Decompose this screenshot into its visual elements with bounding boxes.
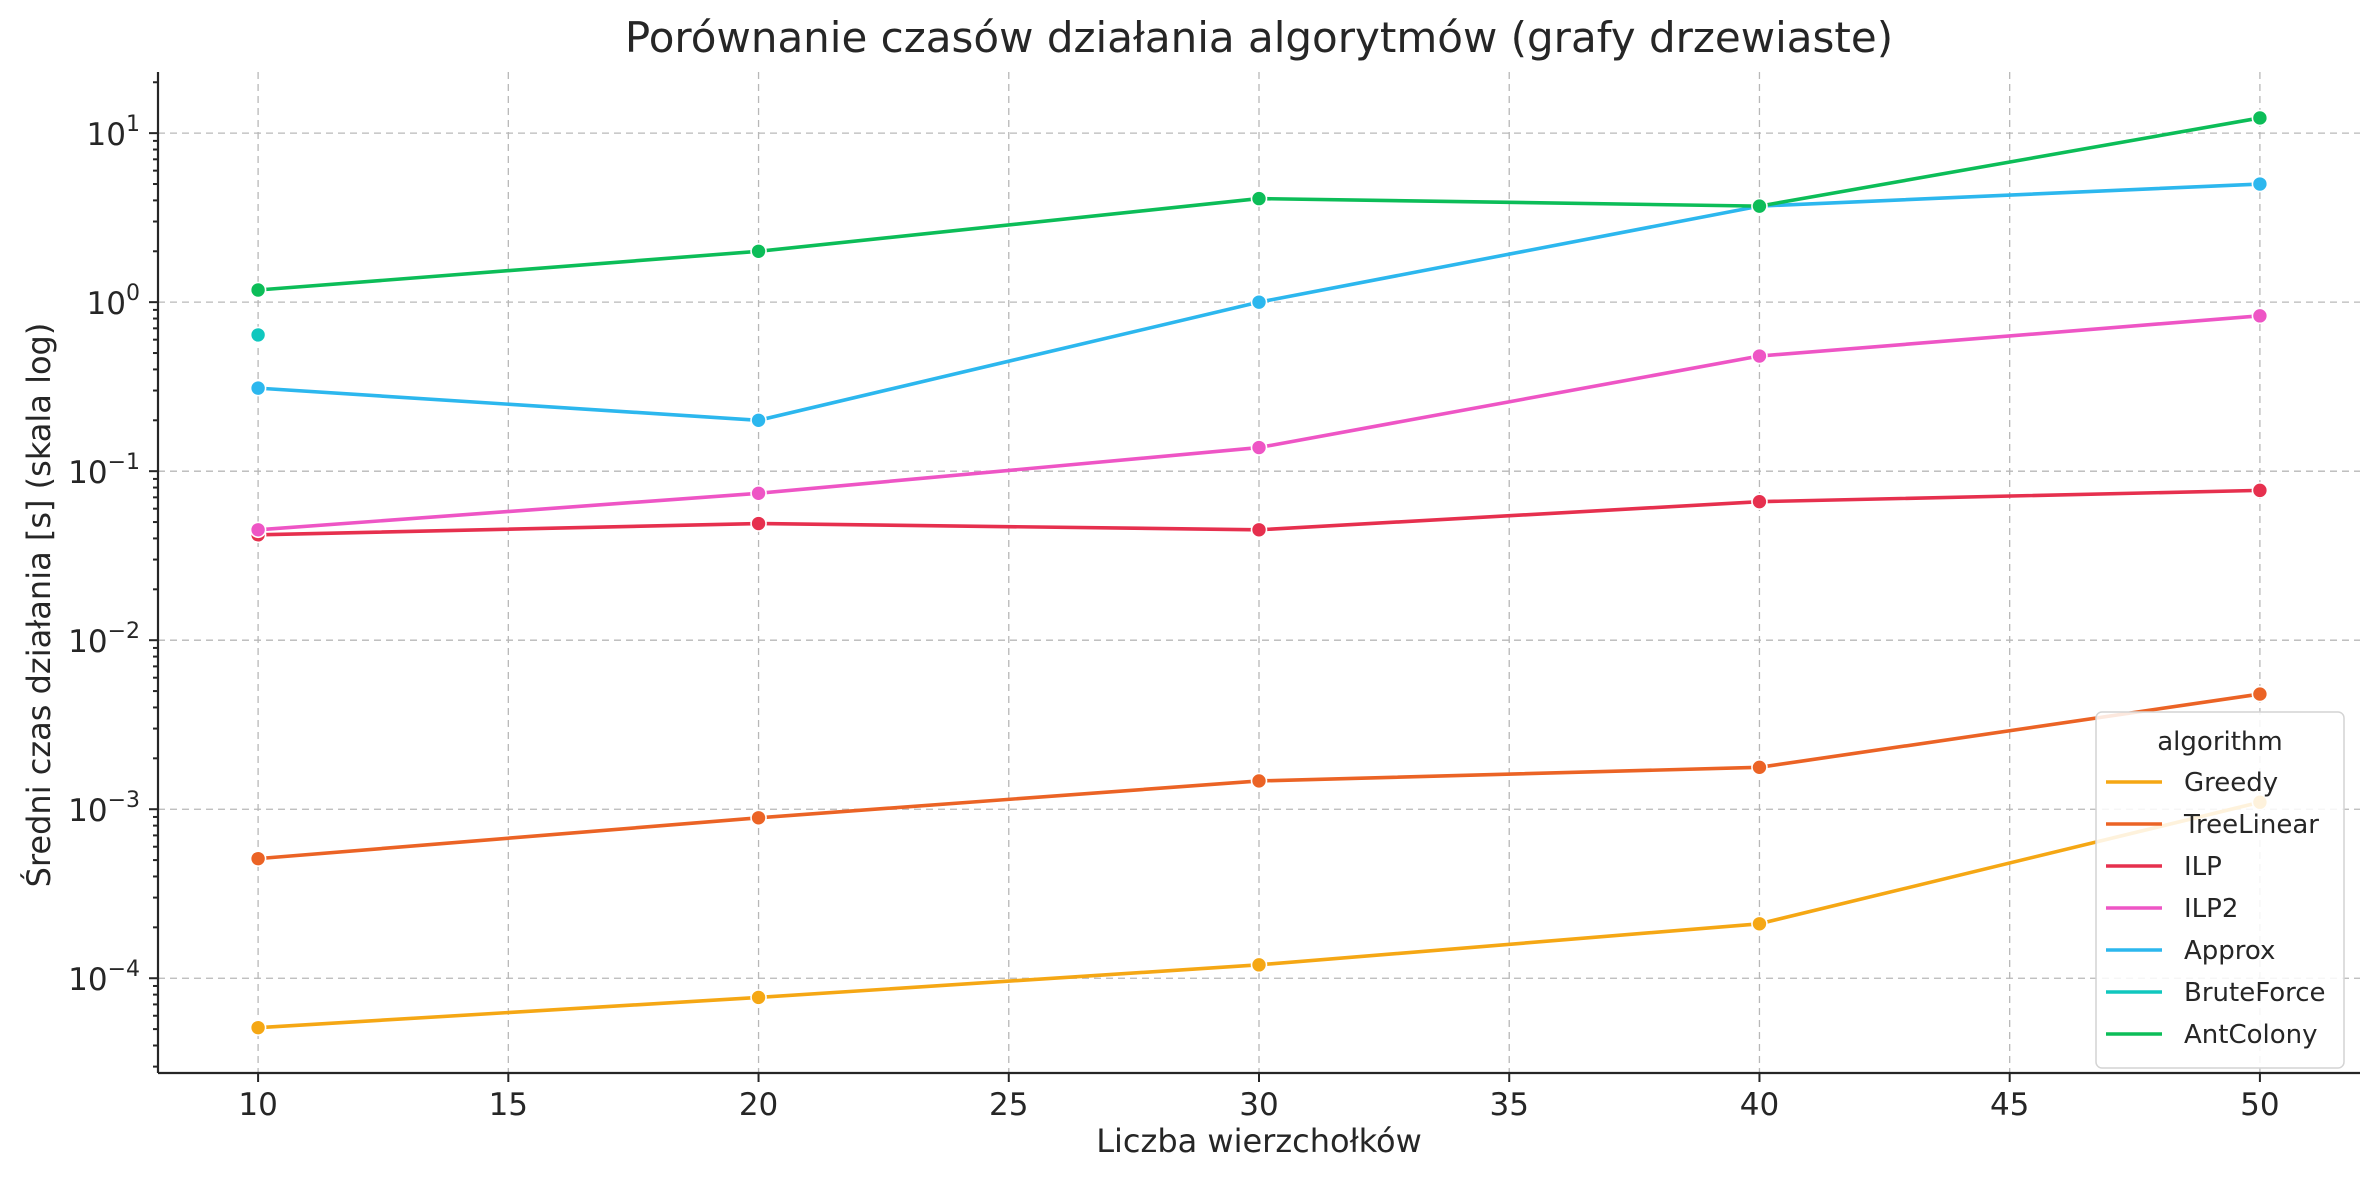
legend-title: algorithm [2157, 727, 2282, 757]
data-point-greedy [1751, 915, 1768, 933]
x-tick-label: 15 [489, 1087, 528, 1123]
y-tick-label: 101 [87, 112, 140, 153]
axes: 10 15 20 25 30 35 40 45 50 10−4 10−3 10−2 10−1 100 101 [68, 72, 2360, 1123]
data-point-ilp2 [2251, 307, 2269, 325]
data-point-ilp [750, 515, 767, 532]
data-point-ilp [1250, 521, 1268, 539]
legend-label-ilp: ILP [2184, 852, 2222, 882]
data-point-approx [750, 411, 767, 429]
data-point-greedy [750, 989, 767, 1006]
x-tick-label: 20 [739, 1087, 778, 1123]
series-ilp2 [249, 307, 2269, 539]
grid [158, 72, 2360, 1073]
y-tick-label: 10−1 [68, 450, 140, 491]
legend-label-approx: Approx [2184, 936, 2275, 966]
data-point-greedy [249, 1019, 267, 1036]
series-antcolony [249, 109, 2269, 299]
legend-label-ilp2: ILP2 [2184, 894, 2238, 924]
legend-box [2095, 711, 2345, 1069]
data-point-antcolony [2251, 109, 2269, 127]
data-point-treelinear [750, 809, 767, 827]
data-point-antcolony [1751, 197, 1768, 215]
chart-title: Porównanie czasów działania algorytmów (… [625, 13, 1893, 62]
y-tick-label: 10−2 [68, 619, 140, 660]
data-point-treelinear [1250, 772, 1268, 790]
series-bruteforce [249, 326, 267, 344]
data-point-bruteforce [249, 326, 267, 344]
data-point-treelinear [1751, 759, 1768, 776]
data-point-antcolony [750, 242, 767, 260]
x-tick-label: 10 [238, 1087, 277, 1123]
x-tick-label: 50 [2240, 1087, 2279, 1123]
y-tick-label: 10−3 [68, 788, 140, 829]
legend: algorithm Greedy TreeLinear ILP ILP2 Approx Br… [2095, 711, 2345, 1069]
x-tick-label: 25 [989, 1087, 1028, 1123]
data-point-ilp2 [1751, 347, 1768, 365]
data-point-approx [2251, 175, 2269, 193]
y-tick-label: 10−4 [68, 957, 140, 998]
x-tick-label: 40 [1740, 1087, 1779, 1123]
data-point-ilp [2251, 482, 2269, 499]
series-greedy [249, 793, 2269, 1036]
x-tick-label: 45 [1990, 1087, 2029, 1123]
legend-label-antcolony: AntColony [2184, 1020, 2318, 1050]
y-tick-label: 100 [87, 281, 140, 322]
data-point-ilp2 [249, 521, 267, 539]
legend-label-bruteforce: BruteForce [2184, 978, 2326, 1008]
legend-label-treelinear: TreeLinear [2183, 810, 2319, 840]
x-tick-label: 35 [1490, 1087, 1529, 1123]
series-ilp [249, 482, 2269, 544]
y-axis-label: Średni czas działania [s] (skala log) [19, 323, 58, 888]
series-layer [249, 109, 2269, 1036]
data-point-ilp2 [1250, 439, 1268, 456]
data-point-treelinear [249, 850, 267, 867]
data-point-greedy [1250, 956, 1268, 974]
data-point-antcolony [1250, 190, 1268, 207]
x-tick-label: 30 [1239, 1087, 1278, 1123]
x-axis-label: Liczba wierzchołków [1096, 1122, 1422, 1160]
data-point-approx [1250, 293, 1268, 311]
data-point-antcolony [249, 281, 267, 299]
data-point-ilp2 [750, 484, 767, 502]
data-point-treelinear [2251, 685, 2269, 703]
legend-label-greedy: Greedy [2184, 768, 2278, 798]
series-treelinear [249, 685, 2269, 867]
data-point-approx [249, 379, 267, 397]
data-point-ilp [1751, 493, 1768, 510]
